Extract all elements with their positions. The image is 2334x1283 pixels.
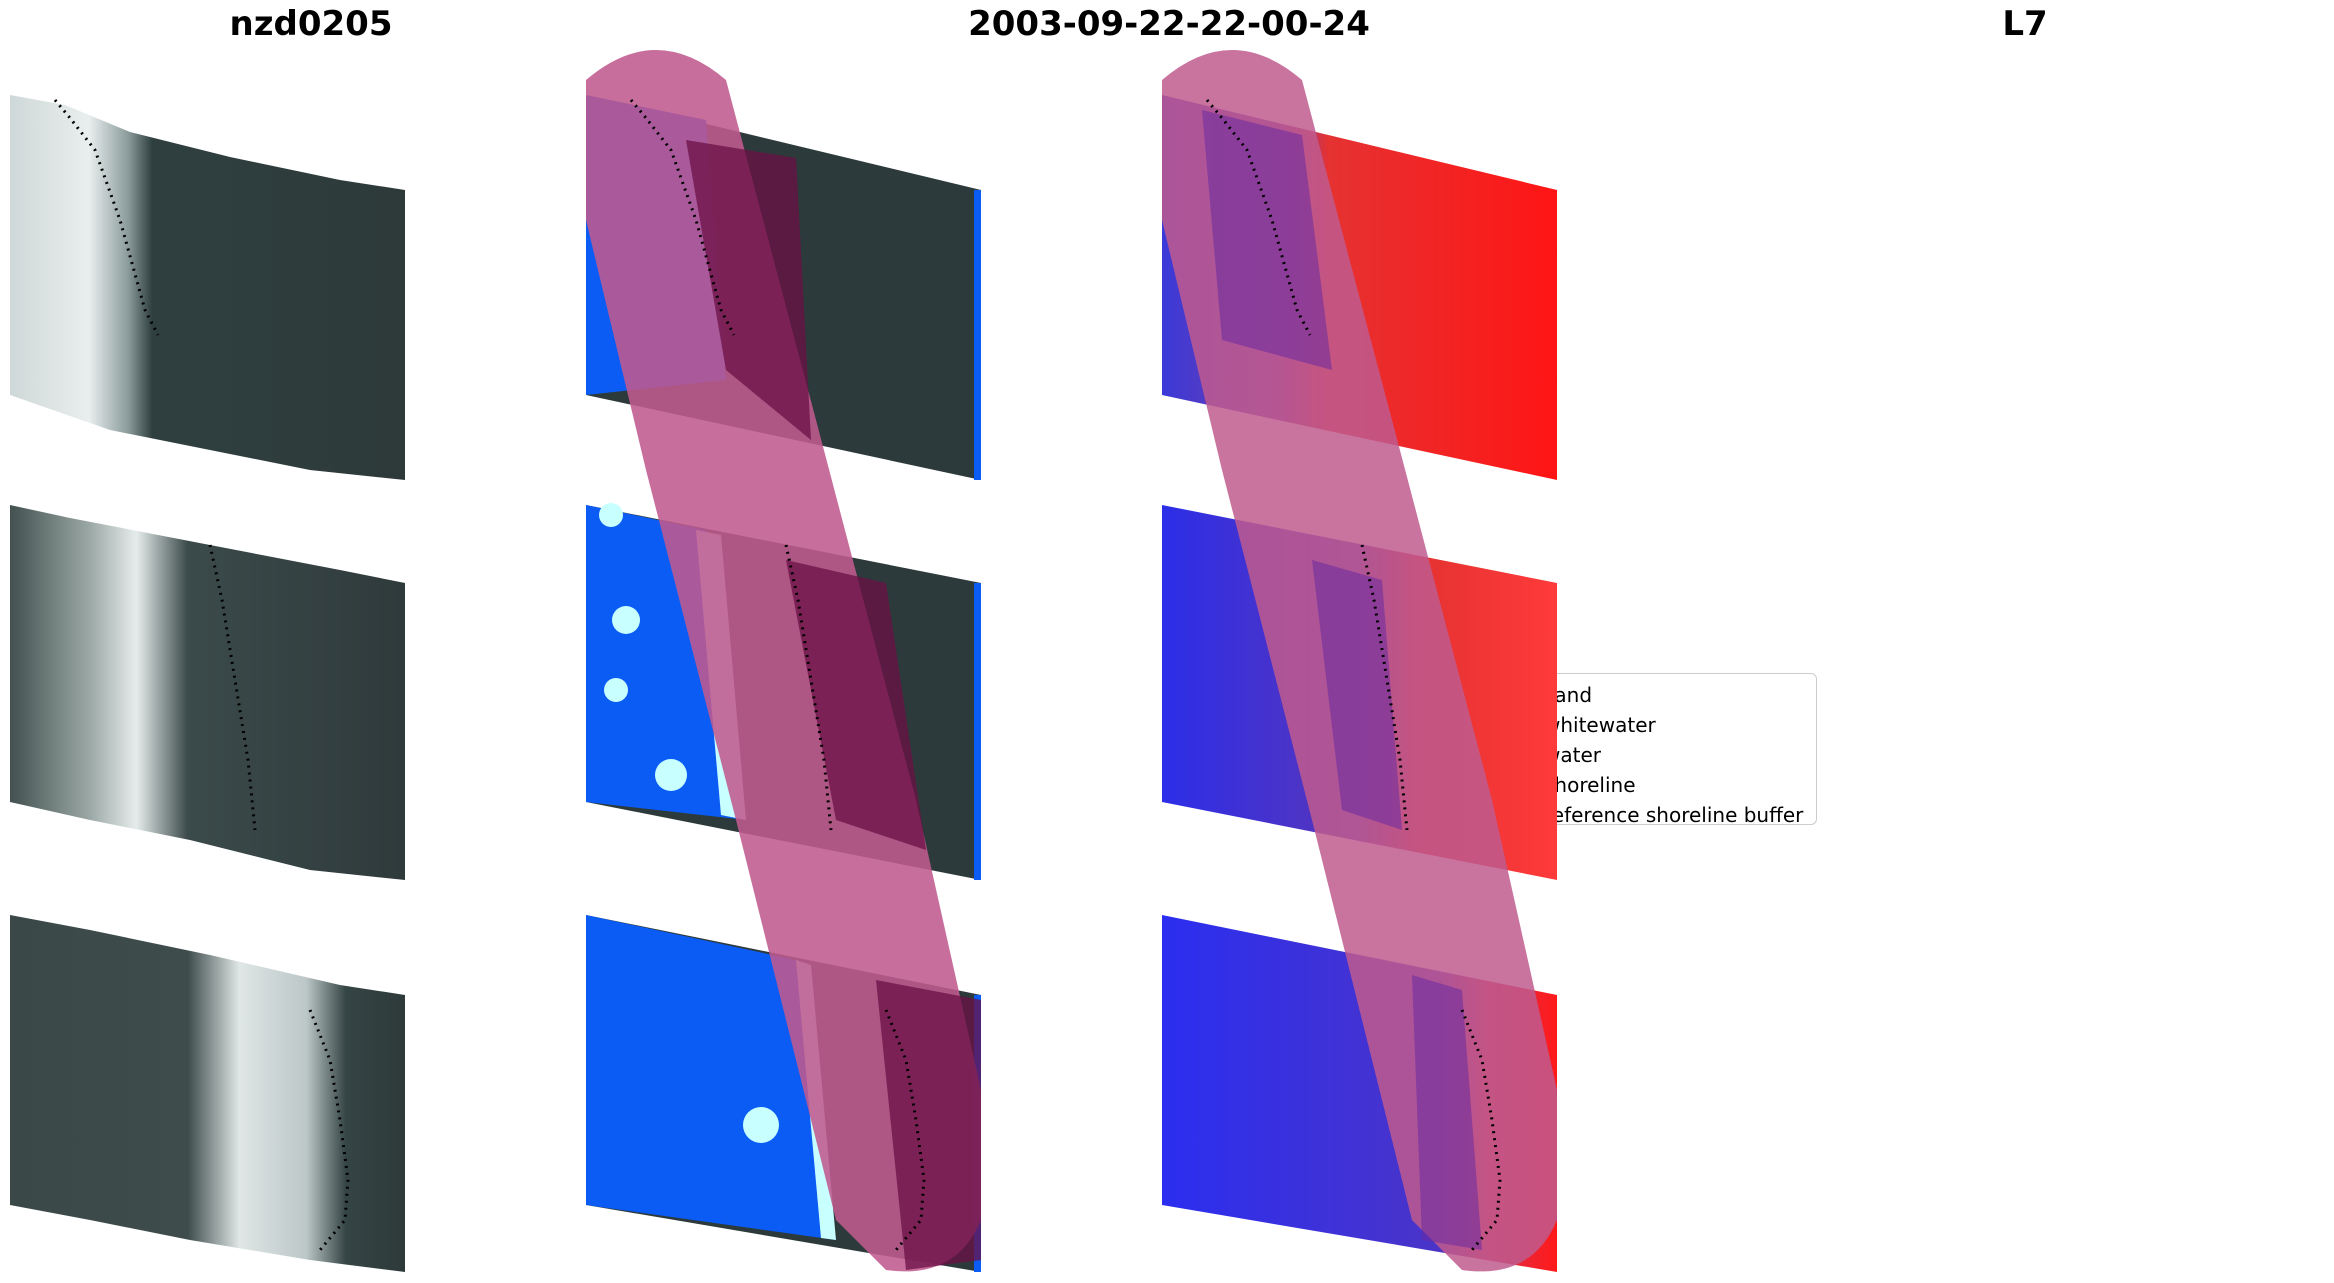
panel-title-classification: 2003-09-22-22-00-24 [968, 4, 1370, 44]
legend-label: shoreline [1544, 773, 1636, 797]
index-image [1162, 50, 1557, 1272]
rgb-image-panel [10, 40, 620, 1280]
rgb-image [10, 95, 405, 1272]
index-panel [1162, 40, 1772, 1280]
classification-panel [586, 40, 1196, 1280]
legend-label: reference shoreline buffer [1544, 803, 1804, 827]
panel-title-rgb: nzd0205 [229, 4, 393, 44]
legend-label: whitewater [1544, 713, 1656, 737]
classification-image [586, 50, 981, 1272]
panel-title-index: L7 [2002, 4, 2048, 44]
